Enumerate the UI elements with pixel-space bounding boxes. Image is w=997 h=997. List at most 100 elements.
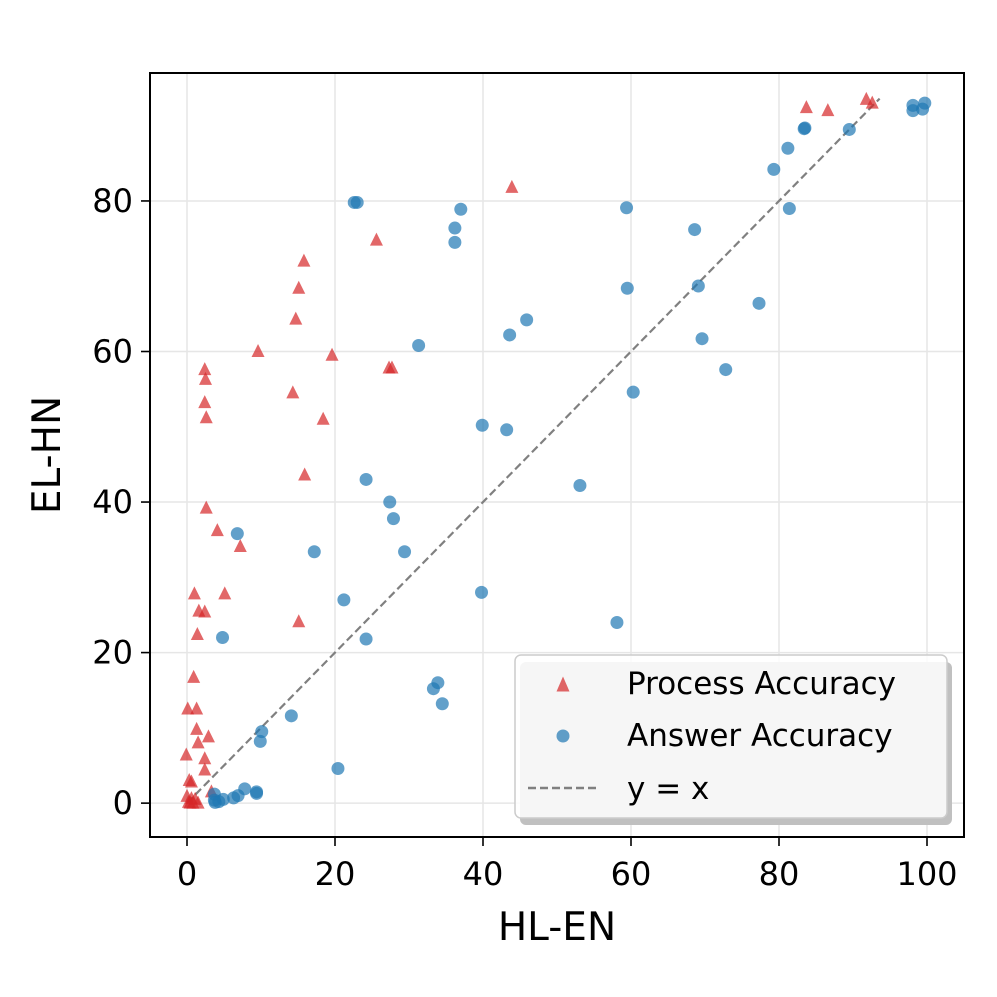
legend-process-accuracy-marker (556, 676, 570, 692)
process-accuracy-point (198, 604, 212, 618)
answer-accuracy-point (752, 296, 766, 310)
answer-accuracy-point (842, 122, 856, 136)
answer-accuracy-point (767, 162, 781, 176)
process-accuracy-point (198, 395, 212, 409)
answer-accuracy-point (906, 104, 920, 118)
answer-accuracy-point (448, 221, 462, 235)
answer-accuracy-point (520, 313, 534, 327)
legend: Process Accuracy Answer Accuracy y = x (514, 654, 952, 825)
answer-accuracy-point (337, 593, 351, 607)
reference-line-layer (186, 97, 881, 804)
answer-accuracy-point (448, 235, 462, 249)
answer-accuracy-point (412, 338, 426, 352)
answer-accuracy-point (284, 709, 298, 723)
answer-accuracy-point (230, 527, 244, 541)
process-accuracy-point (385, 360, 399, 374)
legend-process-accuracy-label: Process Accuracy (627, 666, 896, 702)
legend-box (514, 654, 948, 819)
answer-accuracy-point (350, 195, 364, 209)
answer-accuracy-point (250, 786, 264, 800)
answer-accuracy-point (573, 478, 587, 492)
y-tick-label: 60 (92, 333, 133, 371)
answer-accuracy-point (307, 545, 321, 559)
answer-accuracy-point (359, 632, 373, 646)
answer-accuracy-point (454, 202, 468, 216)
process-accuracy-point (190, 627, 204, 641)
data-points (179, 91, 932, 809)
answer-accuracy-point (359, 472, 373, 486)
process-accuracy-point (187, 586, 201, 600)
answer-accuracy-point (216, 631, 230, 645)
x-tick-label: 40 (463, 855, 504, 893)
process-accuracy-point (289, 311, 303, 325)
x-tick-label: 20 (315, 855, 356, 893)
answer-accuracy-point (781, 141, 795, 155)
process-accuracy-point (821, 103, 835, 117)
process-accuracy-point (190, 721, 204, 735)
answer-accuracy-point (626, 385, 640, 399)
process-accuracy-point (218, 586, 232, 600)
answer-accuracy-point (610, 615, 624, 629)
legend-y-equals-x-label: y = x (627, 771, 709, 807)
process-accuracy-point (292, 614, 306, 628)
process-accuracy-point (210, 523, 224, 537)
legend-answer-accuracy-marker (556, 729, 570, 743)
process-accuracy-point (184, 774, 198, 788)
process-accuracy-point (325, 347, 339, 361)
answer-accuracy-point (503, 328, 517, 342)
process-accuracy-point (251, 344, 265, 358)
process-accuracy-point (505, 179, 519, 193)
process-accuracy-point (292, 280, 306, 294)
answer-accuracy-point (426, 682, 440, 696)
x-tick-label: 60 (611, 855, 652, 893)
process-accuracy-point (201, 729, 215, 743)
plot-area-frame (149, 72, 965, 838)
answer-accuracy-point (695, 332, 709, 346)
answer-accuracy-point (797, 122, 811, 136)
y-equals-x-reference-line (186, 97, 881, 804)
process-accuracy-point (191, 795, 205, 809)
process-accuracy-point (187, 669, 201, 683)
process-accuracy-point (198, 362, 212, 376)
answer-accuracy-point (719, 363, 733, 377)
answer-accuracy-point (620, 281, 634, 295)
answer-accuracy-point (620, 201, 634, 215)
answer-accuracy-point (475, 585, 489, 599)
answer-accuracy-point (475, 418, 489, 432)
process-accuracy-point (199, 371, 212, 385)
answer-accuracy-point (500, 423, 514, 437)
legend-answer-accuracy-label: Answer Accuracy (627, 718, 893, 754)
process-accuracy-point (865, 95, 879, 109)
answer-accuracy-point (208, 795, 222, 809)
answer-accuracy-point (255, 725, 269, 739)
answer-accuracy-point (227, 791, 241, 805)
process-accuracy-point (799, 100, 813, 114)
y-tick-label: 80 (92, 182, 133, 220)
grid-lines (150, 73, 964, 837)
answer-accuracy-point (691, 279, 705, 293)
answer-accuracy-point (386, 512, 400, 526)
process-accuracy-point (198, 762, 212, 776)
answer-accuracy-point (383, 495, 397, 509)
answer-accuracy-point (398, 545, 412, 559)
process-accuracy-point (181, 701, 195, 715)
x-tick-label: 100 (896, 855, 957, 893)
process-accuracy-point (286, 385, 300, 399)
y-tick-label: 0 (113, 784, 133, 822)
answer-accuracy-point (782, 201, 796, 215)
axis-ticks: 0 20 40 60 80 100 0 20 40 60 80 (92, 182, 957, 893)
x-tick-label: 80 (759, 855, 800, 893)
answer-accuracy-point (331, 762, 345, 776)
x-tick-label: 0 (177, 855, 197, 893)
process-accuracy-point (190, 701, 204, 715)
process-accuracy-point (199, 410, 213, 424)
answer-accuracy-point (688, 223, 702, 237)
y-tick-label: 40 (92, 483, 133, 521)
process-accuracy-point (297, 253, 311, 267)
process-accuracy-point (198, 751, 212, 765)
answer-accuracy-point (435, 697, 449, 711)
process-accuracy-point (179, 747, 193, 761)
answer-accuracy-point (916, 102, 930, 116)
y-tick-label: 20 (92, 634, 133, 672)
